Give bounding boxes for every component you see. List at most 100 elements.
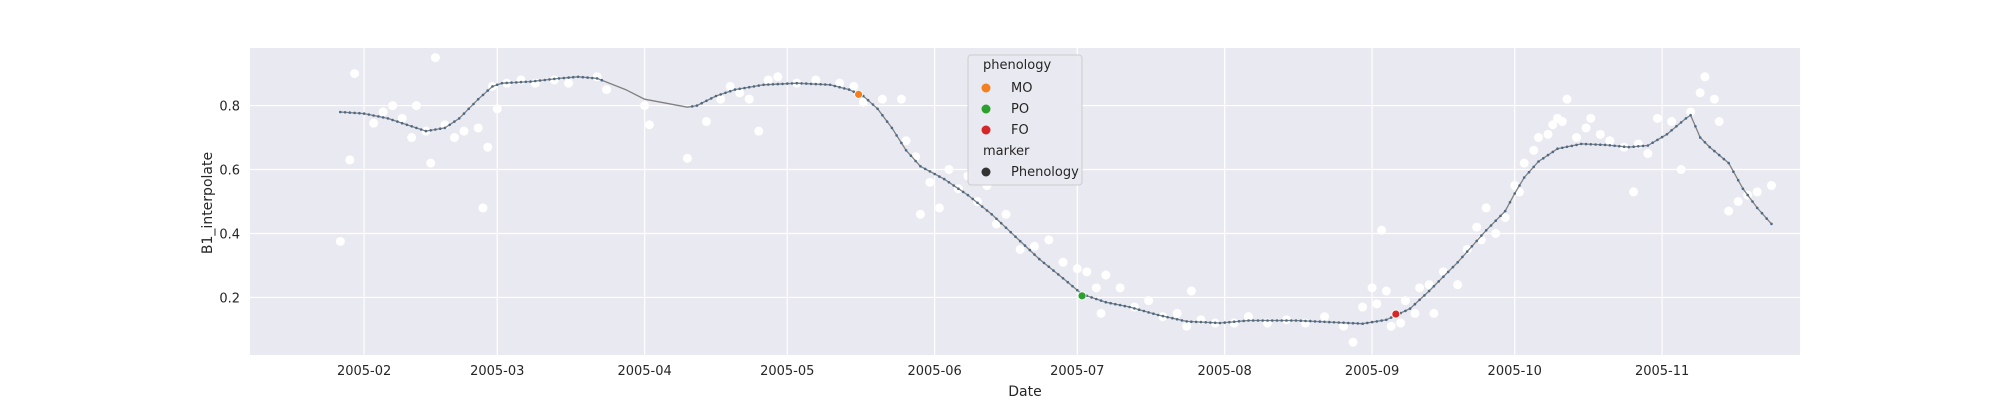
interpolated-dot xyxy=(885,120,889,123)
interpolated-dot xyxy=(795,81,799,85)
interpolated-dot xyxy=(405,123,409,127)
x-tick-label: 2005-07 xyxy=(1050,364,1104,379)
legend-marker-mo xyxy=(981,83,991,93)
interpolated-dot xyxy=(1142,309,1146,313)
interpolated-dot xyxy=(1751,200,1754,203)
interpolated-dot xyxy=(895,134,898,137)
interpolated-dot xyxy=(434,128,437,131)
interpolated-dot xyxy=(1423,294,1426,297)
interpolated-dot xyxy=(1090,296,1093,299)
interpolated-dot xyxy=(1456,261,1459,264)
interpolated-dot xyxy=(448,123,452,127)
observed-point xyxy=(1101,270,1111,280)
observed-point xyxy=(1015,244,1025,254)
interpolated-dot xyxy=(961,190,965,194)
interpolated-dot xyxy=(757,84,760,87)
interpolated-dot xyxy=(1280,319,1283,322)
interpolated-dot xyxy=(1361,322,1364,326)
x-tick-label: 2005-05 xyxy=(760,364,814,379)
legend-marker-phenology xyxy=(981,167,991,177)
interpolated-dot xyxy=(1033,253,1036,256)
interpolated-dot xyxy=(1166,315,1169,319)
interpolated-dot xyxy=(1209,321,1212,324)
interpolated-dot xyxy=(928,170,932,173)
interpolated-dot xyxy=(1028,248,1032,252)
interpolated-dot xyxy=(733,88,737,91)
interpolated-dot xyxy=(1446,270,1450,274)
interpolated-dot xyxy=(1589,143,1593,146)
observed-point xyxy=(858,97,868,107)
interpolated-dot xyxy=(1185,320,1188,323)
interpolated-dot xyxy=(843,87,846,90)
observed-point xyxy=(991,219,1001,229)
interpolated-dot xyxy=(1404,309,1407,313)
interpolated-dot xyxy=(976,201,979,205)
interpolated-dot xyxy=(415,126,418,130)
interpolated-dot xyxy=(1309,319,1312,323)
interpolated-dot xyxy=(553,77,556,81)
observed-point xyxy=(1424,280,1434,290)
interpolated-dot xyxy=(1637,145,1640,148)
observed-point xyxy=(1320,312,1330,322)
interpolated-dot xyxy=(1152,312,1155,316)
observed-point xyxy=(1557,117,1567,127)
observed-point xyxy=(1367,283,1377,293)
observed-point xyxy=(345,155,355,165)
interpolated-dot xyxy=(1218,321,1222,325)
interpolated-dot xyxy=(1503,209,1507,213)
observed-point xyxy=(811,75,821,85)
interpolated-dot xyxy=(1052,269,1055,272)
interpolated-dot xyxy=(1465,250,1469,253)
observed-point xyxy=(369,118,379,128)
interpolated-dot xyxy=(871,103,875,106)
interpolated-dot xyxy=(1114,302,1117,306)
interpolated-dot xyxy=(866,98,870,102)
interpolated-dot xyxy=(995,217,998,221)
interpolated-dot xyxy=(1508,201,1512,204)
interpolated-dot xyxy=(1599,143,1602,146)
observed-point xyxy=(459,126,469,136)
interpolated-dot xyxy=(548,78,551,81)
interpolated-dot xyxy=(809,82,813,86)
interpolated-dot xyxy=(391,118,394,122)
interpolated-dot xyxy=(1275,319,1279,322)
interpolated-dot xyxy=(481,93,485,97)
legend-title-phenology: phenology xyxy=(983,58,1051,73)
interpolated-dot xyxy=(1095,297,1098,301)
interpolated-dot xyxy=(1061,277,1065,280)
interpolated-dot xyxy=(534,79,537,83)
x-tick-label: 2005-09 xyxy=(1345,364,1399,379)
interpolated-dot xyxy=(515,81,518,84)
interpolated-dot xyxy=(1038,257,1041,261)
interpolated-dot xyxy=(1366,321,1369,325)
interpolated-dot xyxy=(367,113,371,116)
interpolated-dot xyxy=(453,120,456,123)
observed-point xyxy=(972,197,982,206)
interpolated-dot xyxy=(1175,318,1179,321)
interpolated-dot xyxy=(1261,319,1264,322)
interpolated-dot xyxy=(767,83,770,86)
observed-point xyxy=(763,75,773,85)
observed-point xyxy=(1643,149,1653,159)
interpolated-dot xyxy=(705,99,708,103)
interpolated-dot xyxy=(424,129,428,133)
interpolated-dot xyxy=(1356,322,1360,325)
interpolated-dot xyxy=(709,97,713,100)
observed-point xyxy=(1096,308,1106,318)
interpolated-dot xyxy=(1427,289,1431,293)
interpolated-dot xyxy=(1665,133,1669,136)
observed-point xyxy=(1700,72,1710,82)
observed-point xyxy=(1586,113,1596,123)
interpolated-dot xyxy=(1004,226,1008,229)
observed-point xyxy=(1115,283,1125,293)
interpolated-dot xyxy=(1237,320,1241,323)
interpolated-dot xyxy=(1475,239,1478,243)
interpolated-dot xyxy=(1213,321,1217,325)
interpolated-dot xyxy=(1484,229,1488,232)
interpolated-dot xyxy=(971,197,974,201)
interpolated-dot xyxy=(919,165,922,168)
interpolated-dot xyxy=(738,87,741,91)
x-tick-label: 2005-08 xyxy=(1198,364,1252,379)
interpolated-dot xyxy=(1099,299,1103,302)
observed-point xyxy=(1091,283,1101,293)
